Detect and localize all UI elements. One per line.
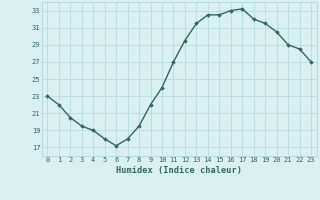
X-axis label: Humidex (Indice chaleur): Humidex (Indice chaleur)	[116, 166, 242, 175]
